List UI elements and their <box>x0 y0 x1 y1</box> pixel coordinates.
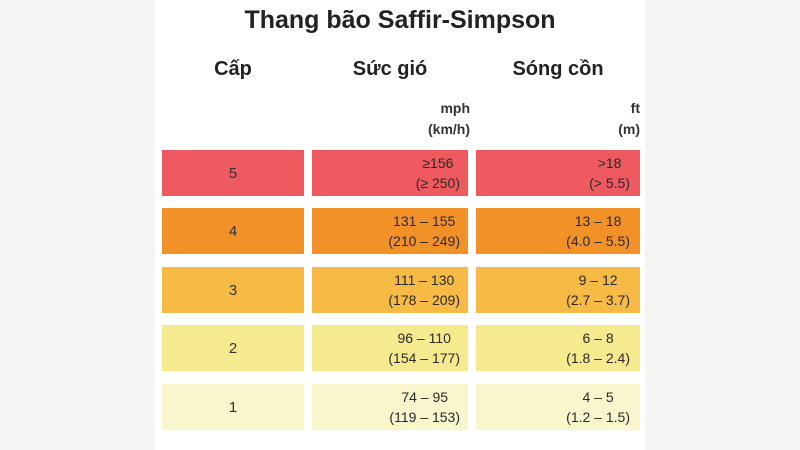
surge-cell: 4 – 5 (1.2 – 1.5) <box>476 384 640 430</box>
surge-ft: >18 <box>597 155 622 171</box>
surge-m: (2.7 – 3.7) <box>566 292 630 308</box>
header-wind: Sức gió <box>352 58 428 80</box>
table-row: 4 131 – 155 (210 – 249) 13 – 18 (4.0 – 5… <box>162 208 640 254</box>
surge-unit: ft (m) <box>476 98 640 140</box>
level-cell: 5 <box>162 150 304 196</box>
surge-cell: >18 (> 5.5) <box>476 150 640 196</box>
wind-mph: 131 – 155 <box>393 213 456 229</box>
wind-unit: mph (km/h) <box>312 98 470 140</box>
wind-kmh: (119 – 153) <box>389 409 460 425</box>
level-value: 3 <box>228 281 238 299</box>
wind-kmh: (178 – 209) <box>388 292 460 308</box>
surge-cell: 13 – 18 (4.0 – 5.5) <box>476 208 640 254</box>
wind-kmh: (154 – 177) <box>388 350 460 366</box>
page-title: Thang bão Saffir-Simpson <box>244 6 556 34</box>
wind-cell: 131 – 155 (210 – 249) <box>312 208 468 254</box>
surge-cell: 6 – 8 (1.8 – 2.4) <box>476 325 640 371</box>
wind-unit-secondary: (km/h) <box>428 121 470 137</box>
wind-unit-primary: mph <box>440 100 470 116</box>
level-value: 5 <box>228 164 238 182</box>
wind-mph: 96 – 110 <box>397 330 451 346</box>
wind-cell: 74 – 95 (119 – 153) <box>312 384 468 430</box>
level-cell: 1 <box>162 384 304 430</box>
surge-m: (> 5.5) <box>589 175 630 191</box>
table-row: 2 96 – 110 (154 – 177) 6 – 8 (1.8 – 2.4) <box>162 325 640 371</box>
wind-mph: ≥156 <box>422 155 454 171</box>
wind-cell: 96 – 110 (154 – 177) <box>312 325 468 371</box>
level-value: 1 <box>228 398 238 416</box>
wind-mph: 111 – 130 <box>394 272 455 288</box>
table-row: 3 111 – 130 (178 – 209) 9 – 12 (2.7 – 3.… <box>162 267 640 313</box>
level-cell: 4 <box>162 208 304 254</box>
surge-unit-primary: ft <box>630 100 640 116</box>
table-row: 1 74 – 95 (119 – 153) 4 – 5 (1.2 – 1.5) <box>162 384 640 430</box>
surge-ft: 6 – 8 <box>582 330 614 346</box>
surge-m: (4.0 – 5.5) <box>566 233 630 249</box>
header-level: Cấp <box>214 58 252 80</box>
surge-ft: 13 – 18 <box>574 213 622 229</box>
level-cell: 2 <box>162 325 304 371</box>
surge-m: (1.8 – 2.4) <box>566 350 630 366</box>
wind-kmh: (210 – 249) <box>388 233 460 249</box>
wind-cell: 111 – 130 (178 – 209) <box>312 267 468 313</box>
right-margin <box>645 0 800 450</box>
level-value: 2 <box>228 339 238 357</box>
wind-cell: ≥156 (≥ 250) <box>312 150 468 196</box>
table-row: 5 ≥156 (≥ 250) >18 (> 5.5) <box>162 150 640 196</box>
surge-cell: 9 – 12 (2.7 – 3.7) <box>476 267 640 313</box>
surge-ft: 9 – 12 <box>578 272 618 288</box>
wind-mph: 74 – 95 <box>401 389 449 405</box>
surge-unit-secondary: (m) <box>618 121 640 137</box>
surge-ft: 4 – 5 <box>582 389 614 405</box>
left-margin <box>0 0 155 450</box>
level-value: 4 <box>228 222 238 240</box>
level-cell: 3 <box>162 267 304 313</box>
header-surge: Sóng cồn <box>512 58 604 80</box>
wind-kmh: (≥ 250) <box>415 175 460 191</box>
surge-m: (1.2 – 1.5) <box>566 409 630 425</box>
